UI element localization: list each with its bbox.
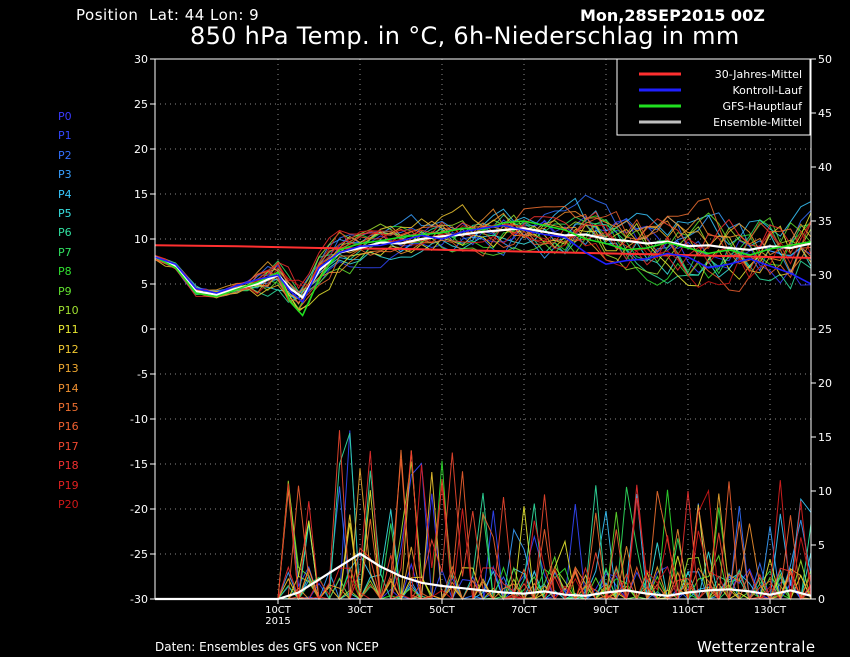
data-source-label: Daten: Ensembles des GFS von NCEP	[155, 640, 379, 654]
member-label-p7: P7	[58, 245, 72, 259]
member-label-p6: P6	[58, 226, 72, 240]
y-left-tick-label: 10	[134, 233, 148, 246]
y-left-tick-label: -25	[130, 548, 148, 561]
x-tick-label: 110CT	[672, 605, 705, 616]
member-label-p4: P4	[58, 187, 72, 201]
y-left-tick-label: -5	[137, 368, 148, 381]
member-temp-line	[154, 211, 812, 297]
member-label-p0: P0	[58, 110, 72, 123]
member-label-p5: P5	[58, 207, 72, 220]
position-label: Position Lat: 44 Lon: 9	[76, 6, 260, 24]
x-tick-label: 70CT	[511, 605, 538, 616]
y-left-tick-label: -20	[130, 503, 148, 516]
member-label-p19: P19	[58, 478, 79, 492]
y-left-tick-label: -15	[130, 458, 148, 471]
x-tick-label: 50CT	[429, 605, 456, 616]
run-date-label: Mon,28SEP2015 00Z	[580, 6, 765, 25]
member-label-p16: P16	[58, 420, 79, 434]
y-left-tick-label: 30	[134, 53, 148, 66]
y-left-tick-label: 25	[134, 98, 148, 111]
series-30-jahres-mittel	[154, 244, 812, 259]
chart-title: 850 hPa Temp. in °C, 6h-Niederschlag in …	[190, 22, 740, 50]
legend: 30-Jahres-Mittel Kontroll-Lauf GFS-Hauptla…	[616, 58, 811, 136]
x-tick-label: 90CT	[593, 605, 620, 616]
y-right-tick-label: 5	[818, 539, 825, 552]
y-right-tick-label: 45	[818, 107, 832, 120]
y-left-tick-label: 0	[141, 323, 148, 336]
legend-label: Kontroll-Lauf	[733, 84, 804, 97]
member-temp-line	[154, 214, 812, 303]
legend-label: Ensemble-Mittel	[713, 116, 802, 129]
member-label-p12: P12	[58, 342, 79, 356]
member-precip-line	[155, 449, 812, 601]
y-left-tick-label: 15	[134, 188, 148, 201]
y-right-tick-label: 0	[818, 593, 825, 606]
member-temp-line	[154, 208, 812, 305]
member-temp-line	[154, 212, 812, 300]
x-tick-sublabel: 2015	[265, 616, 290, 627]
x-tick-label: 130CT	[754, 605, 787, 616]
series-ensemble-mittel-niederschlag	[155, 552, 812, 601]
y-left-tick-label: 5	[141, 278, 148, 291]
y-right-tick-label: 40	[818, 161, 832, 174]
member-label-p1: P1	[58, 129, 72, 143]
member-label-p15: P15	[58, 401, 79, 414]
y-right-tick-label: 15	[818, 431, 832, 444]
grid	[155, 59, 811, 599]
chart-series	[154, 220, 812, 601]
member-label-p14: P14	[58, 381, 79, 395]
member-temp-line	[154, 197, 812, 310]
y-right-tick-label: 20	[818, 377, 832, 390]
brand-label: Wetterzentrale	[697, 638, 816, 656]
y-left-tick-label: -10	[130, 413, 148, 426]
member-label-p8: P8	[58, 265, 72, 279]
legend-label: GFS-Hauptlauf	[722, 100, 803, 113]
series-ensemble-mittel	[154, 227, 812, 300]
member-temp-line	[154, 212, 812, 312]
member-precip-line	[155, 450, 812, 601]
member-label-p20: P20	[58, 498, 79, 511]
member-label-p17: P17	[58, 439, 79, 453]
x-tick-label: 30CT	[347, 605, 374, 616]
y-left-tick-label: -30	[130, 593, 148, 606]
member-precip-line	[155, 450, 812, 601]
y-right-tick-label: 25	[818, 323, 832, 336]
y-left-tick-label: 20	[134, 143, 148, 156]
axes: -30 -25 -20 -15 -10 -5 0 5 10 15 20 25 30 0 5 10 15 20 25 3…	[130, 53, 832, 627]
member-label-p9: P9	[58, 284, 72, 298]
member-label-p11: P11	[58, 323, 79, 337]
y-right-tick-label: 30	[818, 269, 832, 282]
member-label-p13: P13	[58, 362, 79, 376]
member-label-p2: P2	[58, 148, 72, 162]
member-label-p18: P18	[58, 459, 79, 473]
x-tick-label: 10CT	[265, 605, 292, 616]
y-right-tick-label: 35	[818, 215, 832, 228]
legend-label: 30-Jahres-Mittel	[715, 68, 802, 81]
series-kontroll-lauf	[154, 224, 812, 304]
member-label-p3: P3	[58, 168, 72, 182]
y-right-tick-label: 10	[818, 485, 832, 498]
y-right-tick-label: 50	[818, 53, 832, 66]
member-label-p10: P10	[58, 304, 79, 317]
